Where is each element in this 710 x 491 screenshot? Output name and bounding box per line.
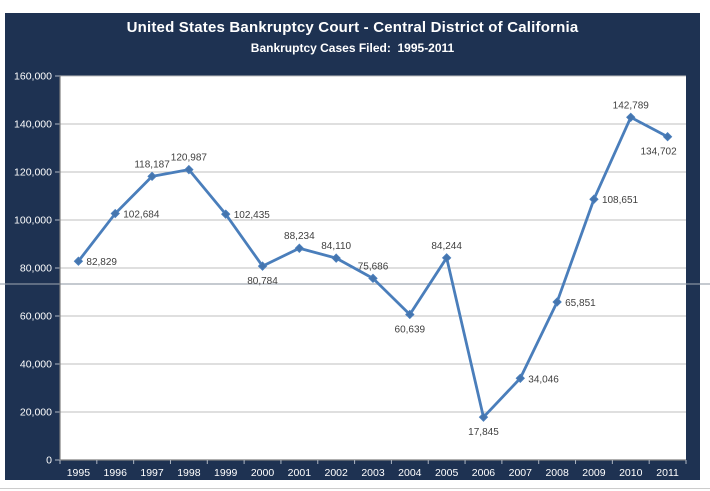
data-point-marker	[515, 373, 526, 383]
page-bottom-border	[0, 488, 710, 489]
data-point-marker	[405, 309, 415, 320]
x-axis-label: 2003	[361, 467, 385, 479]
data-point-marker	[478, 412, 489, 422]
data-label: 84,244	[431, 241, 462, 252]
x-axis-label: 2005	[435, 467, 459, 479]
data-label: 17,845	[468, 427, 499, 438]
x-axis-label: 1995	[67, 467, 91, 479]
data-label: 80,784	[247, 276, 278, 287]
y-axis-label: 0	[46, 455, 52, 467]
data-label: 142,789	[613, 100, 650, 111]
data-point-marker	[147, 171, 157, 182]
y-axis-label: 100,000	[14, 215, 52, 227]
data-label: 65,851	[565, 298, 596, 309]
x-axis-label: 2009	[582, 467, 606, 479]
x-axis-label: 2010	[619, 467, 643, 479]
data-label: 134,702	[641, 147, 678, 158]
y-axis-label: 40,000	[20, 359, 52, 371]
data-label: 84,110	[321, 241, 351, 252]
data-point-marker	[331, 253, 341, 263]
x-axis-label: 2008	[545, 467, 569, 479]
data-label: 75,686	[358, 261, 389, 272]
data-point-marker	[662, 132, 673, 142]
y-axis-label: 20,000	[20, 407, 52, 419]
x-axis-label: 2011	[656, 467, 679, 479]
data-label: 88,234	[284, 231, 315, 242]
data-point-marker	[294, 243, 305, 253]
data-label: 34,046	[528, 374, 559, 385]
data-label: 82,829	[86, 257, 117, 268]
data-label: 102,684	[123, 210, 160, 221]
x-axis-label: 2000	[251, 467, 275, 479]
data-label: 120,987	[171, 153, 208, 164]
seam-line	[0, 283, 710, 285]
data-point-marker	[110, 208, 120, 219]
y-axis-label: 120,000	[14, 167, 52, 179]
data-point-marker	[184, 164, 194, 175]
data-point-marker	[220, 209, 231, 219]
x-axis-label: 2004	[398, 467, 422, 479]
data-point-marker	[552, 297, 562, 307]
x-axis-label: 2001	[288, 467, 312, 479]
x-axis-label: 2007	[509, 467, 533, 479]
x-axis-label: 1996	[104, 467, 128, 479]
data-point-marker	[441, 253, 452, 263]
x-axis-label: 1997	[140, 467, 164, 479]
y-axis-label: 160,000	[14, 71, 52, 83]
y-axis-label: 60,000	[20, 311, 52, 323]
y-axis-label: 80,000	[20, 263, 52, 275]
chart-subtitle: Bankruptcy Cases Filed: 1995-2011	[250, 41, 455, 55]
data-label: 108,651	[602, 195, 639, 206]
x-axis-label: 1998	[177, 467, 201, 479]
x-axis-label: 2002	[324, 467, 348, 479]
y-axis-label: 140,000	[14, 119, 52, 131]
data-point-marker	[368, 273, 378, 284]
x-axis-label: 2006	[472, 467, 496, 479]
data-label: 60,639	[395, 324, 426, 335]
data-point-marker	[73, 256, 84, 266]
chart-title: United States Bankruptcy Court - Central…	[126, 19, 579, 36]
data-point-marker	[589, 194, 599, 204]
data-point-marker	[626, 112, 636, 123]
data-label: 118,187	[134, 159, 170, 170]
x-axis-label: 1999	[214, 467, 238, 479]
data-label: 102,435	[234, 210, 271, 221]
data-point-marker	[257, 261, 268, 271]
